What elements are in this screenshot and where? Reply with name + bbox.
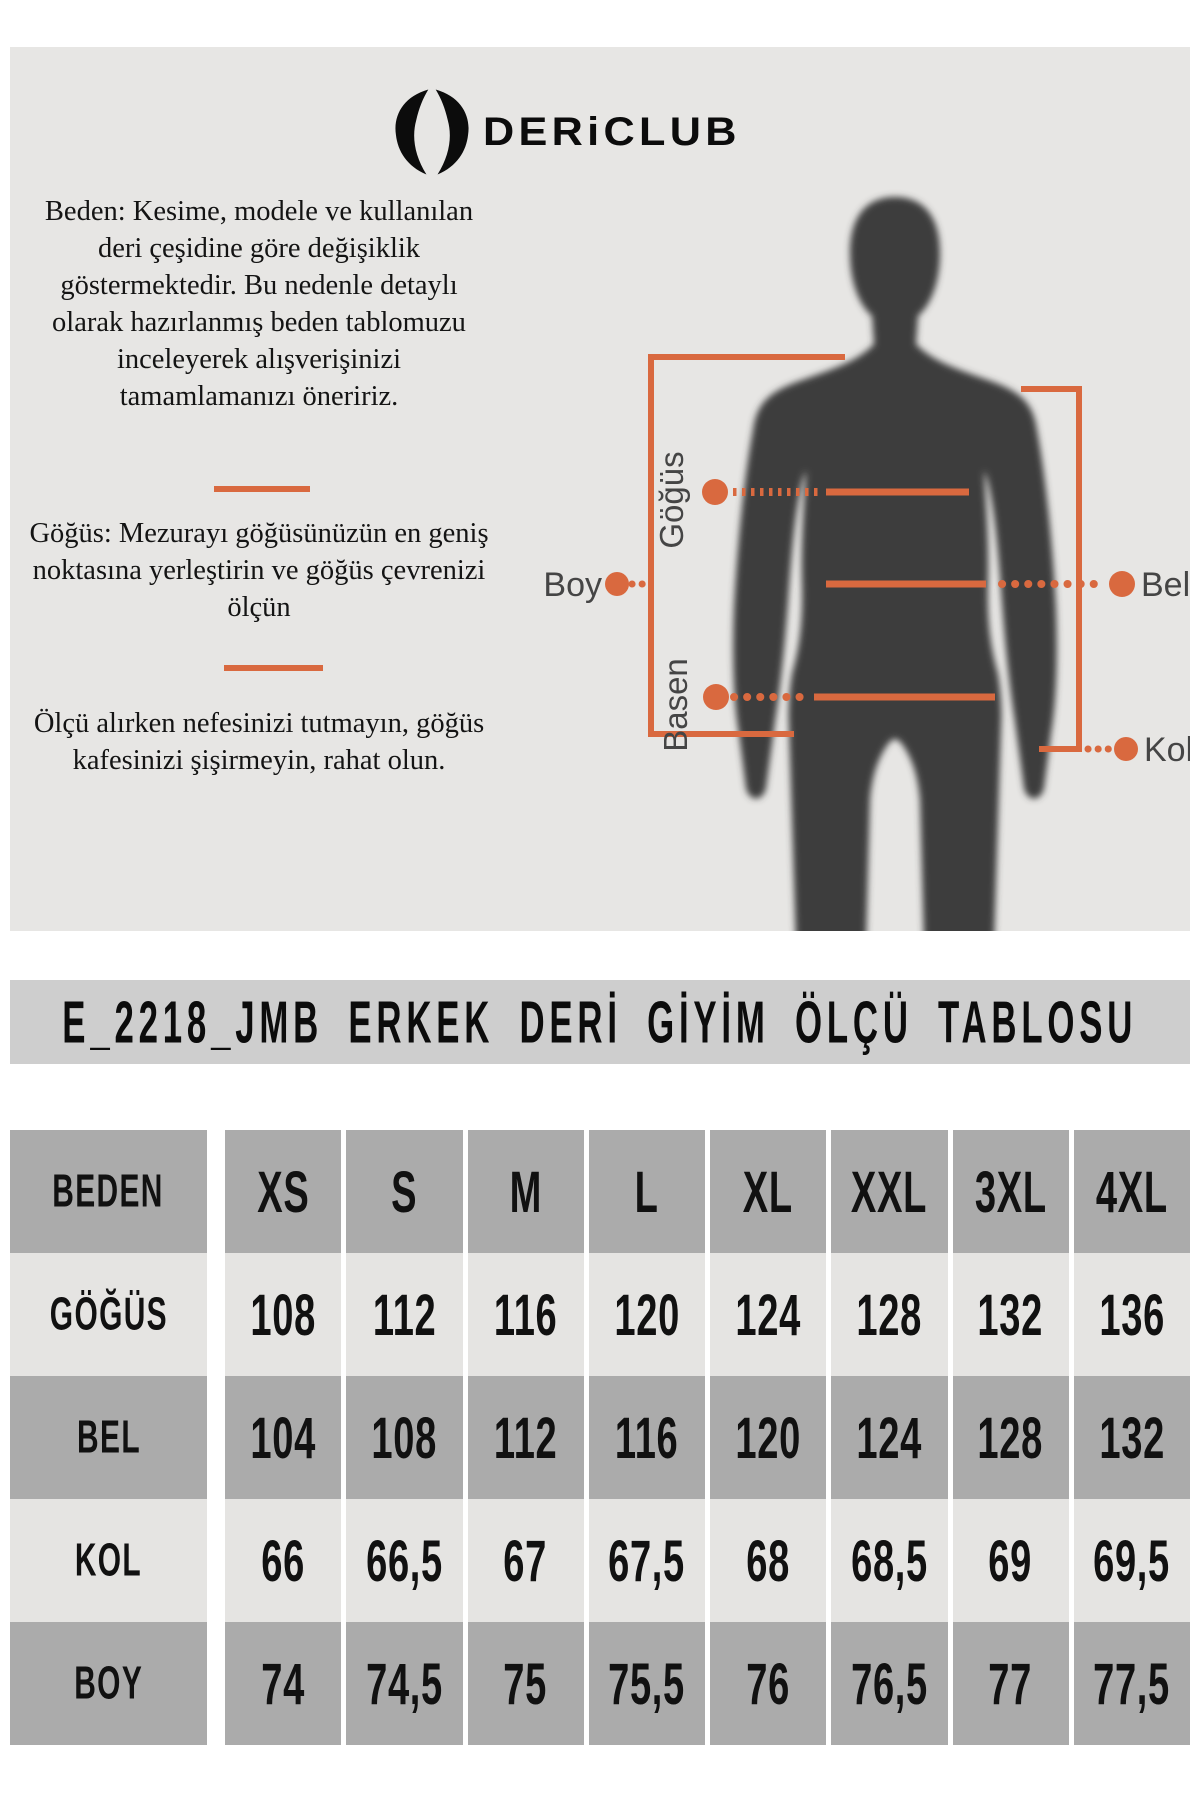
header-cell-3xl: 3XL — [952, 1130, 1069, 1253]
divider — [214, 486, 310, 492]
table-cell: 116 — [588, 1376, 705, 1499]
table-cell: 120 — [588, 1253, 705, 1376]
waist-label: Bel — [1141, 566, 1190, 604]
header-cell-s: S — [346, 1130, 463, 1253]
table-cell: 68,5 — [831, 1499, 948, 1622]
table-cell: 74,5 — [346, 1622, 463, 1745]
table-cell: 67,5 — [588, 1499, 705, 1622]
header-cell-xs: XS — [225, 1130, 342, 1253]
table-cell: 112 — [467, 1376, 584, 1499]
header-cell-beden: BEDEN — [10, 1130, 207, 1253]
table-cell: 132 — [952, 1253, 1069, 1376]
table-cell: 74 — [225, 1622, 342, 1745]
intro-paragraph-gogus: Göğüs: Mezurayı göğüsünüzün en geniş nok… — [29, 518, 489, 623]
table-cell: 124 — [710, 1253, 827, 1376]
height-bracket — [648, 354, 845, 737]
table-row-gogus: GÖĞÜS 108 112 116 120 124 128 132 136 — [10, 1253, 1190, 1376]
table-cell: 77,5 — [1073, 1622, 1190, 1745]
chest-label: Göğüs — [653, 451, 690, 548]
table-cell: 69,5 — [1073, 1499, 1190, 1622]
table-cell: 76,5 — [831, 1622, 948, 1745]
row-label: BOY — [10, 1622, 207, 1745]
body-silhouette — [733, 197, 1057, 931]
brand-name: DERiCLUB — [483, 109, 741, 154]
table-cell: 76 — [710, 1622, 827, 1745]
table-cell: 112 — [346, 1253, 463, 1376]
table-cell: 66,5 — [346, 1499, 463, 1622]
table-row-kol: KOL 66 66,5 67 67,5 68 68,5 69 69,5 — [10, 1499, 1190, 1622]
table-cell: 108 — [225, 1253, 342, 1376]
table-cell: 77 — [952, 1622, 1069, 1745]
table-cell: 75 — [467, 1622, 584, 1745]
table-cell: 75,5 — [588, 1622, 705, 1745]
dericlub-logo-icon — [395, 89, 469, 175]
table-cell: 128 — [831, 1253, 948, 1376]
chest-dot — [702, 479, 728, 505]
arm-label: Kol — [1144, 731, 1190, 769]
table-cell: 68 — [710, 1499, 827, 1622]
table-cell: 128 — [952, 1376, 1069, 1499]
header-cell-m: M — [467, 1130, 584, 1253]
row-label: KOL — [10, 1499, 207, 1622]
hip-label: Basen — [657, 658, 694, 752]
size-table: BEDEN XS S M L XL XXL 3XL 4XL GÖĞÜS 108 … — [10, 1130, 1190, 1745]
intro-paragraph-olcu: Ölçü alırken nefesinizi tutmayın, göğüs … — [33, 708, 485, 776]
table-row-bel: BEL 104 108 112 116 120 124 128 132 — [10, 1376, 1190, 1499]
table-cell: 124 — [831, 1376, 948, 1499]
table-cell: 120 — [710, 1376, 827, 1499]
table-cell: 69 — [952, 1499, 1069, 1622]
table-cell: 67 — [467, 1499, 584, 1622]
header-cell-xl: XL — [710, 1130, 827, 1253]
table-cell: 116 — [467, 1253, 584, 1376]
table-cell: 104 — [225, 1376, 342, 1499]
table-cell: 132 — [1073, 1376, 1190, 1499]
arm-dot — [1114, 737, 1138, 761]
height-dot — [605, 572, 629, 596]
table-title: E_2218_JMB ERKEK DERİ GİYİM ÖLÇÜ TABLOSU — [62, 988, 1138, 1056]
table-row-boy: BOY 74 74,5 75 75,5 76 76,5 77 77,5 — [10, 1622, 1190, 1745]
measurement-figure: Göğüs Bel Basen Boy Kol — [543, 197, 1190, 931]
row-label: BEL — [10, 1376, 207, 1499]
brand-logo: DERiCLUB — [395, 88, 736, 176]
top-info-panel: DERiCLUB Beden: Kesime, modele ve kullan… — [10, 47, 1190, 931]
arm-bracket — [1021, 386, 1082, 752]
divider — [224, 665, 323, 671]
hip-dot — [703, 684, 729, 710]
table-cell: 66 — [225, 1499, 342, 1622]
table-title-banner: E_2218_JMB ERKEK DERİ GİYİM ÖLÇÜ TABLOSU — [10, 980, 1190, 1064]
table-cell: 108 — [346, 1376, 463, 1499]
header-cell-xxl: XXL — [831, 1130, 948, 1253]
header-cell-4xl: 4XL — [1073, 1130, 1190, 1253]
header-cell-l: L — [588, 1130, 705, 1253]
intro-paragraph-beden: Beden: Kesime, modele ve kullanılan deri… — [44, 196, 474, 412]
waist-dot — [1109, 571, 1135, 597]
table-cell: 136 — [1073, 1253, 1190, 1376]
height-label: Boy — [543, 566, 602, 604]
table-header-row: BEDEN XS S M L XL XXL 3XL 4XL — [10, 1130, 1190, 1253]
row-label: GÖĞÜS — [10, 1253, 207, 1376]
